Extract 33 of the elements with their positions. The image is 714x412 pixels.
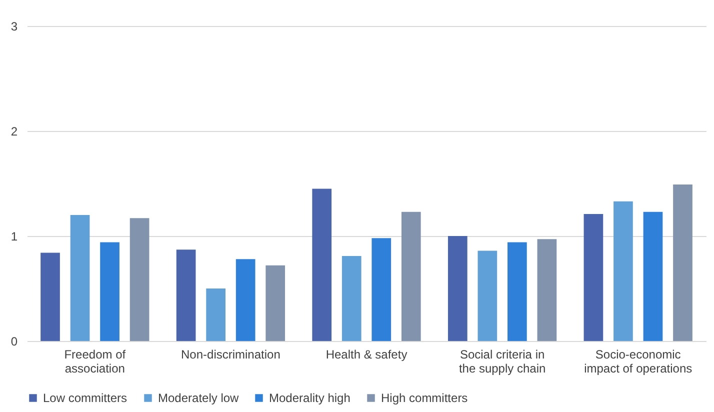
y-tick-label: 2 [10,124,18,138]
y-tick-label: 3 [10,20,18,34]
x-tick-label: Social criteria in the supply chain [458,348,546,376]
x-tick-label: Health & safety [326,348,408,362]
bar [537,239,557,341]
bar [478,250,498,341]
bar [372,238,392,341]
bar [614,201,633,341]
legend-label: Moderately low [158,391,240,405]
bar [236,259,256,341]
bar [312,188,332,341]
bar [401,212,421,341]
bar [70,215,90,341]
legend-label: Moderality high [269,391,350,405]
y-tick-label: 0 [10,334,18,348]
bar [130,218,150,341]
x-tick-label: Non-discrimination [181,348,280,362]
bar [508,242,527,341]
y-tick-label: 1 [10,230,18,244]
x-tick-label: Socio-economic impact of operations [584,348,692,376]
bar [206,288,226,341]
bar [342,256,362,341]
bar [448,236,468,341]
legend-label: Low committers [43,391,128,405]
bar [266,265,286,341]
bar [643,212,663,341]
bar [176,250,196,341]
bar [100,242,120,341]
bar [673,184,692,341]
bar [40,252,60,341]
bar [584,214,604,341]
legend-label: High committers [381,391,468,405]
x-tick-label: Freedom of association [64,348,126,376]
